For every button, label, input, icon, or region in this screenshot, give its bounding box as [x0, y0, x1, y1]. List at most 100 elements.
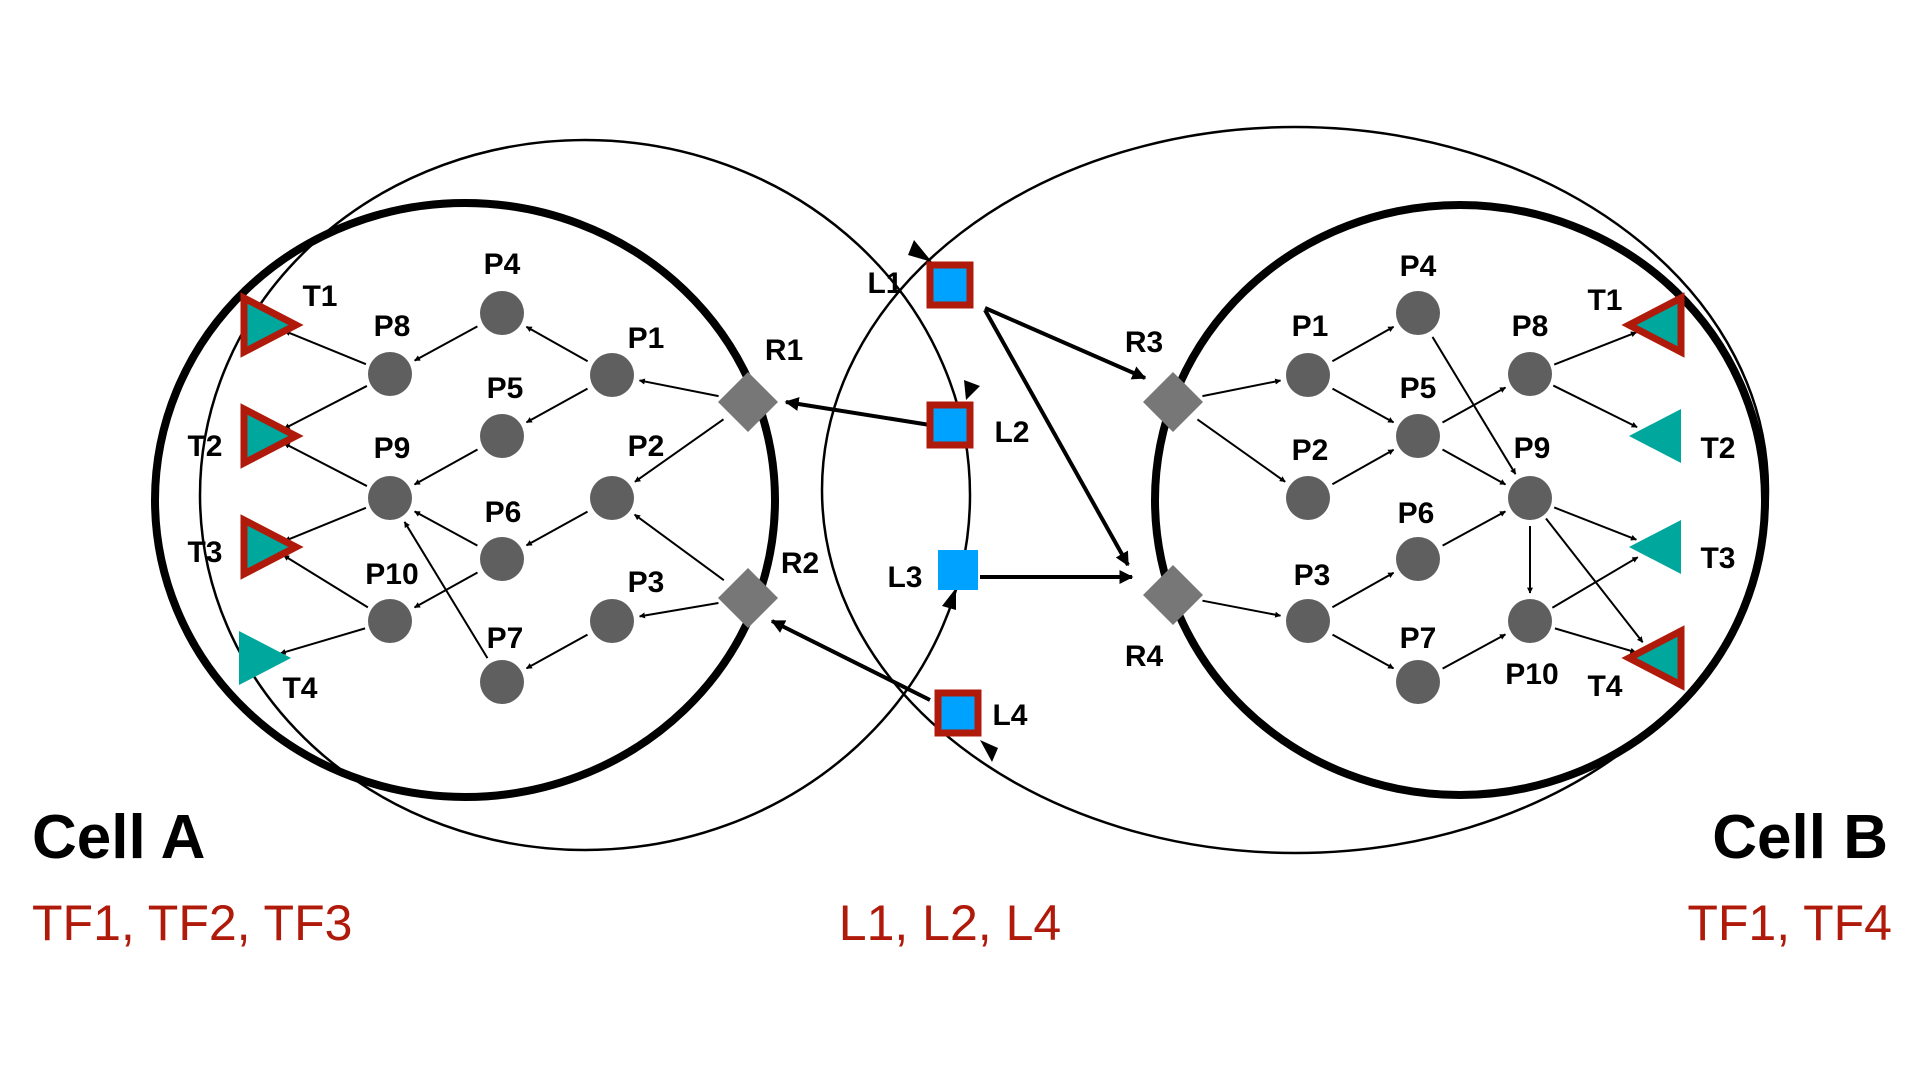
edge-b-r3-p1 [1202, 378, 1282, 398]
edge-b-p3-p7 [1332, 633, 1395, 670]
cell-b-protein-p2 [1286, 476, 1330, 520]
cell-b-protein-label-p5: P5 [1400, 372, 1437, 405]
cell-b-protein-p5 [1396, 414, 1440, 458]
cell-b-protein-p9 [1508, 476, 1552, 520]
cell-b-title: Cell B [1712, 803, 1888, 872]
edge-a-p8-t1 [284, 330, 367, 366]
cell-b-protein-p6 [1396, 537, 1440, 581]
cell-a-tf-label-t3: T3 [187, 536, 222, 569]
cell-a-active-tfs: TF1, TF2, TF3 [32, 895, 352, 951]
ligand-receptor-edges [770, 306, 1147, 702]
edge-b-p9-t3 [1553, 506, 1637, 541]
cell-a-protein-p7 [480, 660, 524, 704]
cell-a-protein-label-p9: P9 [374, 432, 411, 465]
cell-a-tf-label-t2: T2 [187, 430, 222, 463]
ligand-label-l3: L3 [887, 561, 922, 594]
edge-a-p3-p7 [525, 633, 588, 670]
cell-a-protein-label-p8: P8 [374, 310, 411, 343]
edge-b-p6-p9 [1442, 510, 1506, 547]
cell-a-protein-p1 [590, 353, 634, 397]
edge-b-r4-p3 [1202, 599, 1282, 618]
loop-arrow-to-l3 [942, 588, 956, 610]
cell-a-protein-label-p6: P6 [485, 496, 522, 529]
edge-b-p1-p5 [1332, 387, 1395, 424]
cell-a-tf-label-t1: T1 [302, 280, 337, 313]
cell-a-tf-t3 [240, 514, 304, 580]
cell-b-tf-label-t4: T4 [1587, 670, 1622, 703]
cell-b-protein-label-p6: P6 [1398, 497, 1435, 530]
cell-b-receptor-label-r3: R3 [1125, 326, 1163, 359]
cell-b-tf-t3 [1629, 520, 1681, 574]
ligand-label-l4: L4 [992, 699, 1027, 732]
edge-b-p1-p4 [1331, 325, 1395, 363]
cell-b-active-tfs: TF1, TF4 [1687, 895, 1892, 951]
cell-b-receptor-r4 [1143, 565, 1203, 625]
edge-b-p3-p6 [1331, 571, 1395, 609]
edge-b-p7-p10 [1442, 633, 1506, 670]
edge-b-p5-p9 [1442, 448, 1507, 486]
cell-b-protein-label-p1: P1 [1292, 310, 1329, 343]
cell-a-receptor-r2 [718, 568, 778, 628]
cell-a-protein-p10 [368, 599, 412, 643]
cell-b-receptor-r3 [1143, 372, 1203, 432]
cell-a-tf-t2 [240, 403, 304, 469]
cell-b-protein-p8 [1508, 352, 1552, 396]
cell-a-title: Cell A [32, 803, 205, 872]
cell-b-protein-p1 [1286, 353, 1330, 397]
cell-a-protein-p2 [590, 476, 634, 520]
edge-a-p6-p9 [414, 510, 478, 547]
edge-l1-r3 [984, 306, 1147, 380]
cell-a-membrane [151, 199, 779, 801]
edge-a-p8-t2 [283, 385, 368, 430]
cell-a-protein-p8 [368, 352, 412, 396]
edge-b-p10-t3 [1551, 556, 1639, 609]
cell-a-tf-t1 [240, 292, 304, 358]
cell-a-receptor-label-r2: R2 [781, 547, 819, 580]
cell-b-tf-label-t3: T3 [1700, 542, 1735, 575]
cell-a-protein-p4 [480, 291, 524, 335]
edge-b-p9-t4 [1545, 517, 1644, 643]
cell-a-signaling-loop [198, 138, 972, 852]
edge-a-p10-t3 [283, 554, 369, 609]
ligand-l3 [938, 550, 978, 590]
edge-l4-r2 [770, 619, 931, 702]
cell-b-protein-label-p7: P7 [1400, 622, 1437, 655]
ligand-l1 [926, 261, 974, 309]
loop-arrow-to-l1 [908, 240, 932, 262]
cell-a-protein-p6 [480, 537, 524, 581]
cell-b-tf-t1 [1621, 292, 1685, 358]
cell-a-protein-p3 [590, 599, 634, 643]
cell-a-protein-label-p1: P1 [628, 322, 665, 355]
edge-a-p10-t4 [279, 627, 366, 655]
nodes [239, 261, 1685, 737]
cell-a-tf-label-t4: T4 [282, 672, 317, 705]
edge-a-p9-t3 [284, 506, 367, 542]
ligand-l4 [934, 689, 982, 737]
ligand-label-l2: L2 [994, 416, 1029, 449]
cell-a-protein-p5 [480, 414, 524, 458]
cell-a-protein-label-p2: P2 [628, 430, 665, 463]
edge-a-r2-p2 [633, 513, 725, 582]
edge-a-p5-p9 [413, 448, 478, 486]
edge-a-p1-p5 [525, 387, 588, 424]
cell-a-receptor-r1 [718, 372, 778, 432]
ligand-label-l1: L1 [867, 267, 902, 300]
cell-a-protein-label-p5: P5 [487, 372, 524, 405]
cell-b-protein-p4 [1396, 291, 1440, 335]
edge-a-p2-p6 [525, 510, 588, 547]
cell-b-protein-label-p3: P3 [1294, 559, 1331, 592]
cell-b-protein-label-p9: P9 [1514, 432, 1551, 465]
cell-b-protein-p7 [1396, 660, 1440, 704]
edge-a-r1-p1 [638, 378, 719, 398]
cell-b-membrane [1151, 201, 1769, 799]
loop-arrowheads [908, 240, 998, 762]
edge-l2-r1 [784, 397, 931, 427]
cell-a-protein-p9 [368, 476, 412, 520]
cell-a-protein-label-p4: P4 [484, 248, 521, 281]
edge-l1-r4 [983, 309, 1130, 567]
ligand-l2 [926, 401, 974, 449]
edge-a-p1-p4 [525, 325, 589, 363]
edge-a-p4-p8 [414, 325, 478, 362]
cell-b-tf-label-t1: T1 [1587, 284, 1622, 317]
cell-b-tf-t2 [1629, 409, 1681, 463]
